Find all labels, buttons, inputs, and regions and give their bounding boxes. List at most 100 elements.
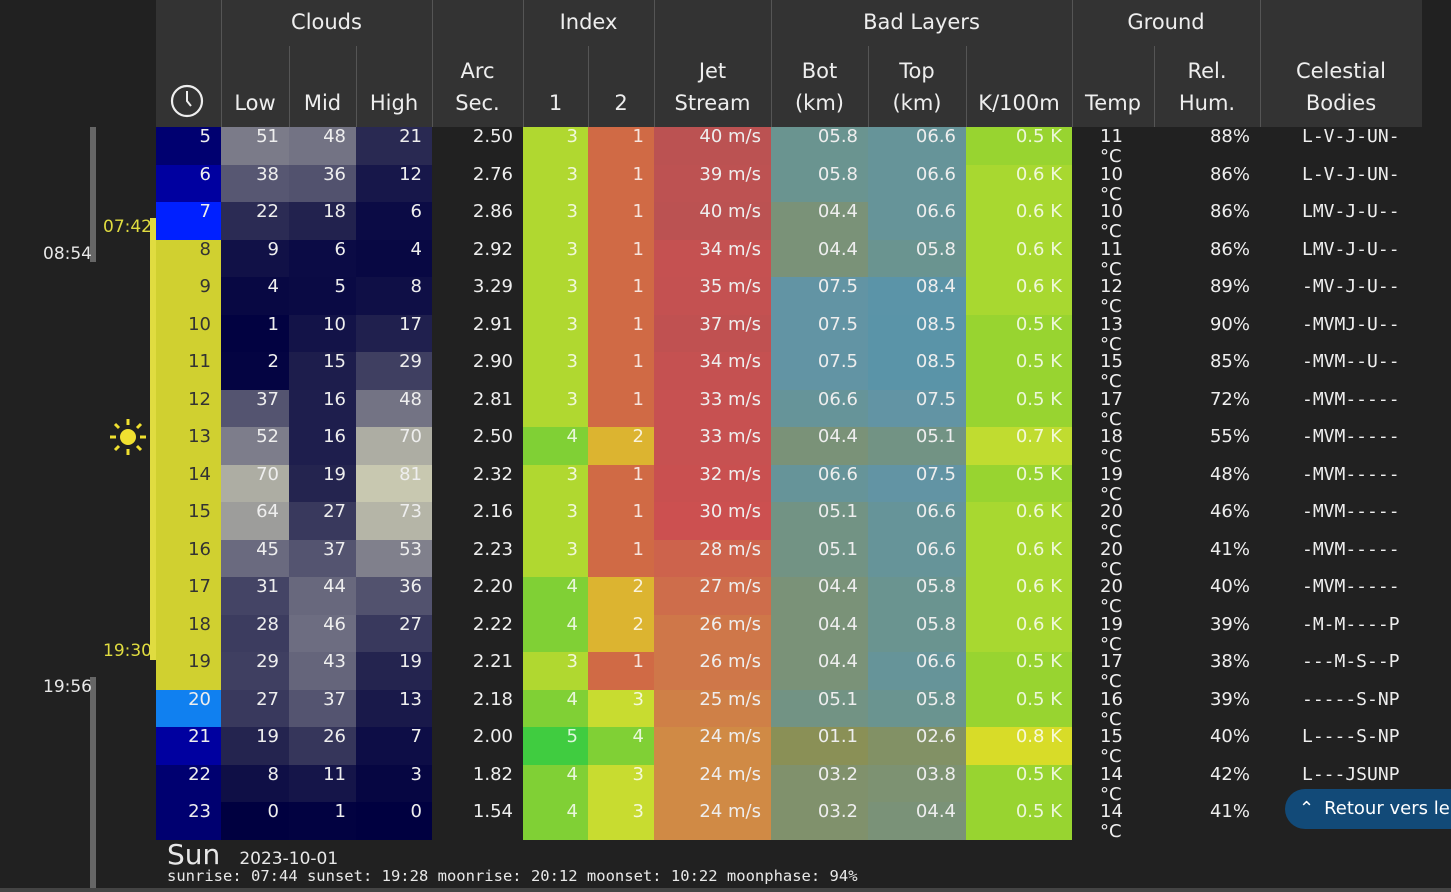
header-high: High bbox=[369, 91, 419, 115]
cell-low: 64 bbox=[221, 502, 289, 540]
table-row: 12 37 16 48 2.81 3 1 33 m/s 06.6 07.5 0.5 K 17 °C 72… bbox=[156, 388, 1422, 429]
cell-i2: 4 bbox=[588, 727, 654, 765]
cell-bot: 04.4 bbox=[771, 239, 868, 277]
cell-cel: -MVMJ-U-- bbox=[1302, 313, 1400, 335]
cell-i2: 3 bbox=[588, 802, 654, 840]
cell-arc: 2.76 bbox=[472, 163, 513, 185]
cell-t: 12 °C bbox=[1100, 276, 1123, 317]
cell-hum: 41% bbox=[1209, 801, 1250, 822]
cell-t: 15 °C bbox=[1100, 726, 1123, 767]
cell-i2: 1 bbox=[588, 239, 654, 277]
cell-k: 0.5 K bbox=[966, 389, 1072, 427]
header-bot-unit: (km) bbox=[794, 91, 844, 115]
cell-cel: LMV-J-U-- bbox=[1302, 201, 1400, 222]
table-row: 14 70 19 81 2.32 3 1 32 m/s 06.6 07.5 0.5 K 19 °C 48… bbox=[156, 464, 1422, 504]
cell-high: 3 bbox=[356, 764, 432, 802]
cell-arc: 2.00 bbox=[472, 726, 513, 747]
table-row: 22 8 11 3 1.82 4 3 24 m/s 03.2 03.8 0.5 K 14 °C 42% L… bbox=[156, 763, 1422, 804]
cell-h: 11 bbox=[156, 352, 221, 390]
cell-jet: 33 m/s bbox=[654, 427, 771, 465]
cell-hum: 38% bbox=[1209, 651, 1250, 672]
cell-arc: 1.54 bbox=[472, 801, 513, 822]
cell-i2: 2 bbox=[588, 427, 654, 465]
cell-hum: 46% bbox=[1209, 501, 1250, 522]
cell-t: 14 °C bbox=[1100, 801, 1123, 842]
cell-mid: 5 bbox=[289, 277, 356, 315]
cell-top: 02.6 bbox=[868, 727, 966, 765]
cell-low: 22 bbox=[221, 202, 289, 240]
cell-k: 0.5 K bbox=[966, 689, 1072, 727]
cell-hum: 55% bbox=[1209, 426, 1250, 447]
cell-low: 1 bbox=[221, 314, 289, 352]
cell-i1: 3 bbox=[523, 389, 588, 427]
cell-i2: 1 bbox=[588, 539, 654, 577]
cell-arc: 2.90 bbox=[472, 351, 513, 372]
cell-mid: 1 bbox=[289, 802, 356, 840]
cell-jet: 26 m/s bbox=[654, 614, 771, 652]
cell-k: 0.5 K bbox=[966, 802, 1072, 840]
cell-jet: 40 m/s bbox=[654, 127, 771, 165]
cell-h: 16 bbox=[156, 539, 221, 577]
header-celestial: Celestial bbox=[1295, 59, 1387, 83]
cell-low: 29 bbox=[221, 652, 289, 690]
header-arc-sec: Sec. bbox=[455, 91, 500, 115]
cell-h: 20 bbox=[156, 689, 221, 727]
cell-i1: 3 bbox=[523, 539, 588, 577]
header-clouds: Clouds bbox=[291, 10, 362, 34]
cell-cel: L----S-NP bbox=[1302, 726, 1400, 747]
cell-jet: 33 m/s bbox=[654, 389, 771, 427]
table-row: 9 4 5 8 3.29 3 1 35 m/s 07.5 08.4 0.6 K 12 °C 89% -MV… bbox=[156, 276, 1422, 317]
cell-high: 8 bbox=[356, 277, 432, 315]
cell-i1: 4 bbox=[523, 689, 588, 727]
cell-mid: 37 bbox=[289, 539, 356, 577]
cell-h: 7 bbox=[156, 202, 221, 240]
table-row: 11 2 15 29 2.90 3 1 34 m/s 07.5 08.5 0.5 K 15 °C 85%… bbox=[156, 351, 1422, 391]
cell-bot: 05.1 bbox=[771, 689, 868, 727]
cell-h: 10 bbox=[156, 314, 221, 352]
cell-low: 9 bbox=[221, 239, 289, 277]
header-hum: Hum. bbox=[1178, 91, 1236, 115]
cell-top: 08.4 bbox=[868, 277, 966, 315]
cell-high: 70 bbox=[356, 427, 432, 465]
astro-details: sunrise: 07:44 sunset: 19:28 moonrise: 2… bbox=[167, 867, 858, 885]
cell-top: 05.8 bbox=[868, 689, 966, 727]
header-top: Top bbox=[899, 59, 935, 83]
horizontal-scrollbar[interactable] bbox=[0, 888, 1451, 892]
cell-bot: 01.1 bbox=[771, 727, 868, 765]
table-row: 10 1 10 17 2.91 3 1 37 m/s 07.5 08.5 0.5 K 13 °C 90%… bbox=[156, 313, 1422, 354]
cell-i1: 4 bbox=[523, 802, 588, 840]
cell-h: 9 bbox=[156, 277, 221, 315]
cell-k: 0.6 K bbox=[966, 539, 1072, 577]
cell-low: 28 bbox=[221, 614, 289, 652]
cell-t: 20 °C bbox=[1100, 501, 1123, 542]
cell-low: 51 bbox=[221, 127, 289, 165]
cell-bot: 04.4 bbox=[771, 202, 868, 240]
cell-k: 0.5 K bbox=[966, 764, 1072, 802]
cell-top: 07.5 bbox=[868, 389, 966, 427]
cell-i1: 5 bbox=[523, 727, 588, 765]
cell-low: 45 bbox=[221, 539, 289, 577]
cell-i2: 1 bbox=[588, 352, 654, 390]
header-rel: Rel. bbox=[1187, 59, 1227, 83]
cell-t: 10 °C bbox=[1100, 163, 1123, 205]
table-header: Clouds Index Bad Layers Ground Low Mid H… bbox=[156, 0, 1422, 127]
cell-top: 06.6 bbox=[868, 652, 966, 690]
header-mid: Mid bbox=[303, 91, 342, 115]
cell-i1: 4 bbox=[523, 427, 588, 465]
cell-h: 6 bbox=[156, 164, 221, 202]
table-row: 21 19 26 7 2.00 5 4 24 m/s 01.1 02.6 0.8 K 15 °C 40%… bbox=[156, 726, 1422, 767]
cell-k: 0.6 K bbox=[966, 614, 1072, 652]
cell-k: 0.5 K bbox=[966, 127, 1072, 165]
cell-jet: 27 m/s bbox=[654, 577, 771, 615]
cell-cel: -MVM----- bbox=[1302, 388, 1400, 410]
cell-i1: 3 bbox=[523, 652, 588, 690]
cell-top: 05.8 bbox=[868, 577, 966, 615]
cell-mid: 16 bbox=[289, 427, 356, 465]
cell-hum: 42% bbox=[1209, 763, 1250, 785]
cell-bot: 04.4 bbox=[771, 614, 868, 652]
back-to-top-button[interactable]: ⌃ Retour vers le h bbox=[1285, 789, 1451, 829]
cell-bot: 03.2 bbox=[771, 802, 868, 840]
table-row: 5 51 48 21 2.50 3 1 40 m/s 05.8 06.6 0.5 K 11 °C 88%… bbox=[156, 127, 1422, 166]
sun-icon bbox=[110, 419, 146, 455]
cell-low: 19 bbox=[221, 727, 289, 765]
